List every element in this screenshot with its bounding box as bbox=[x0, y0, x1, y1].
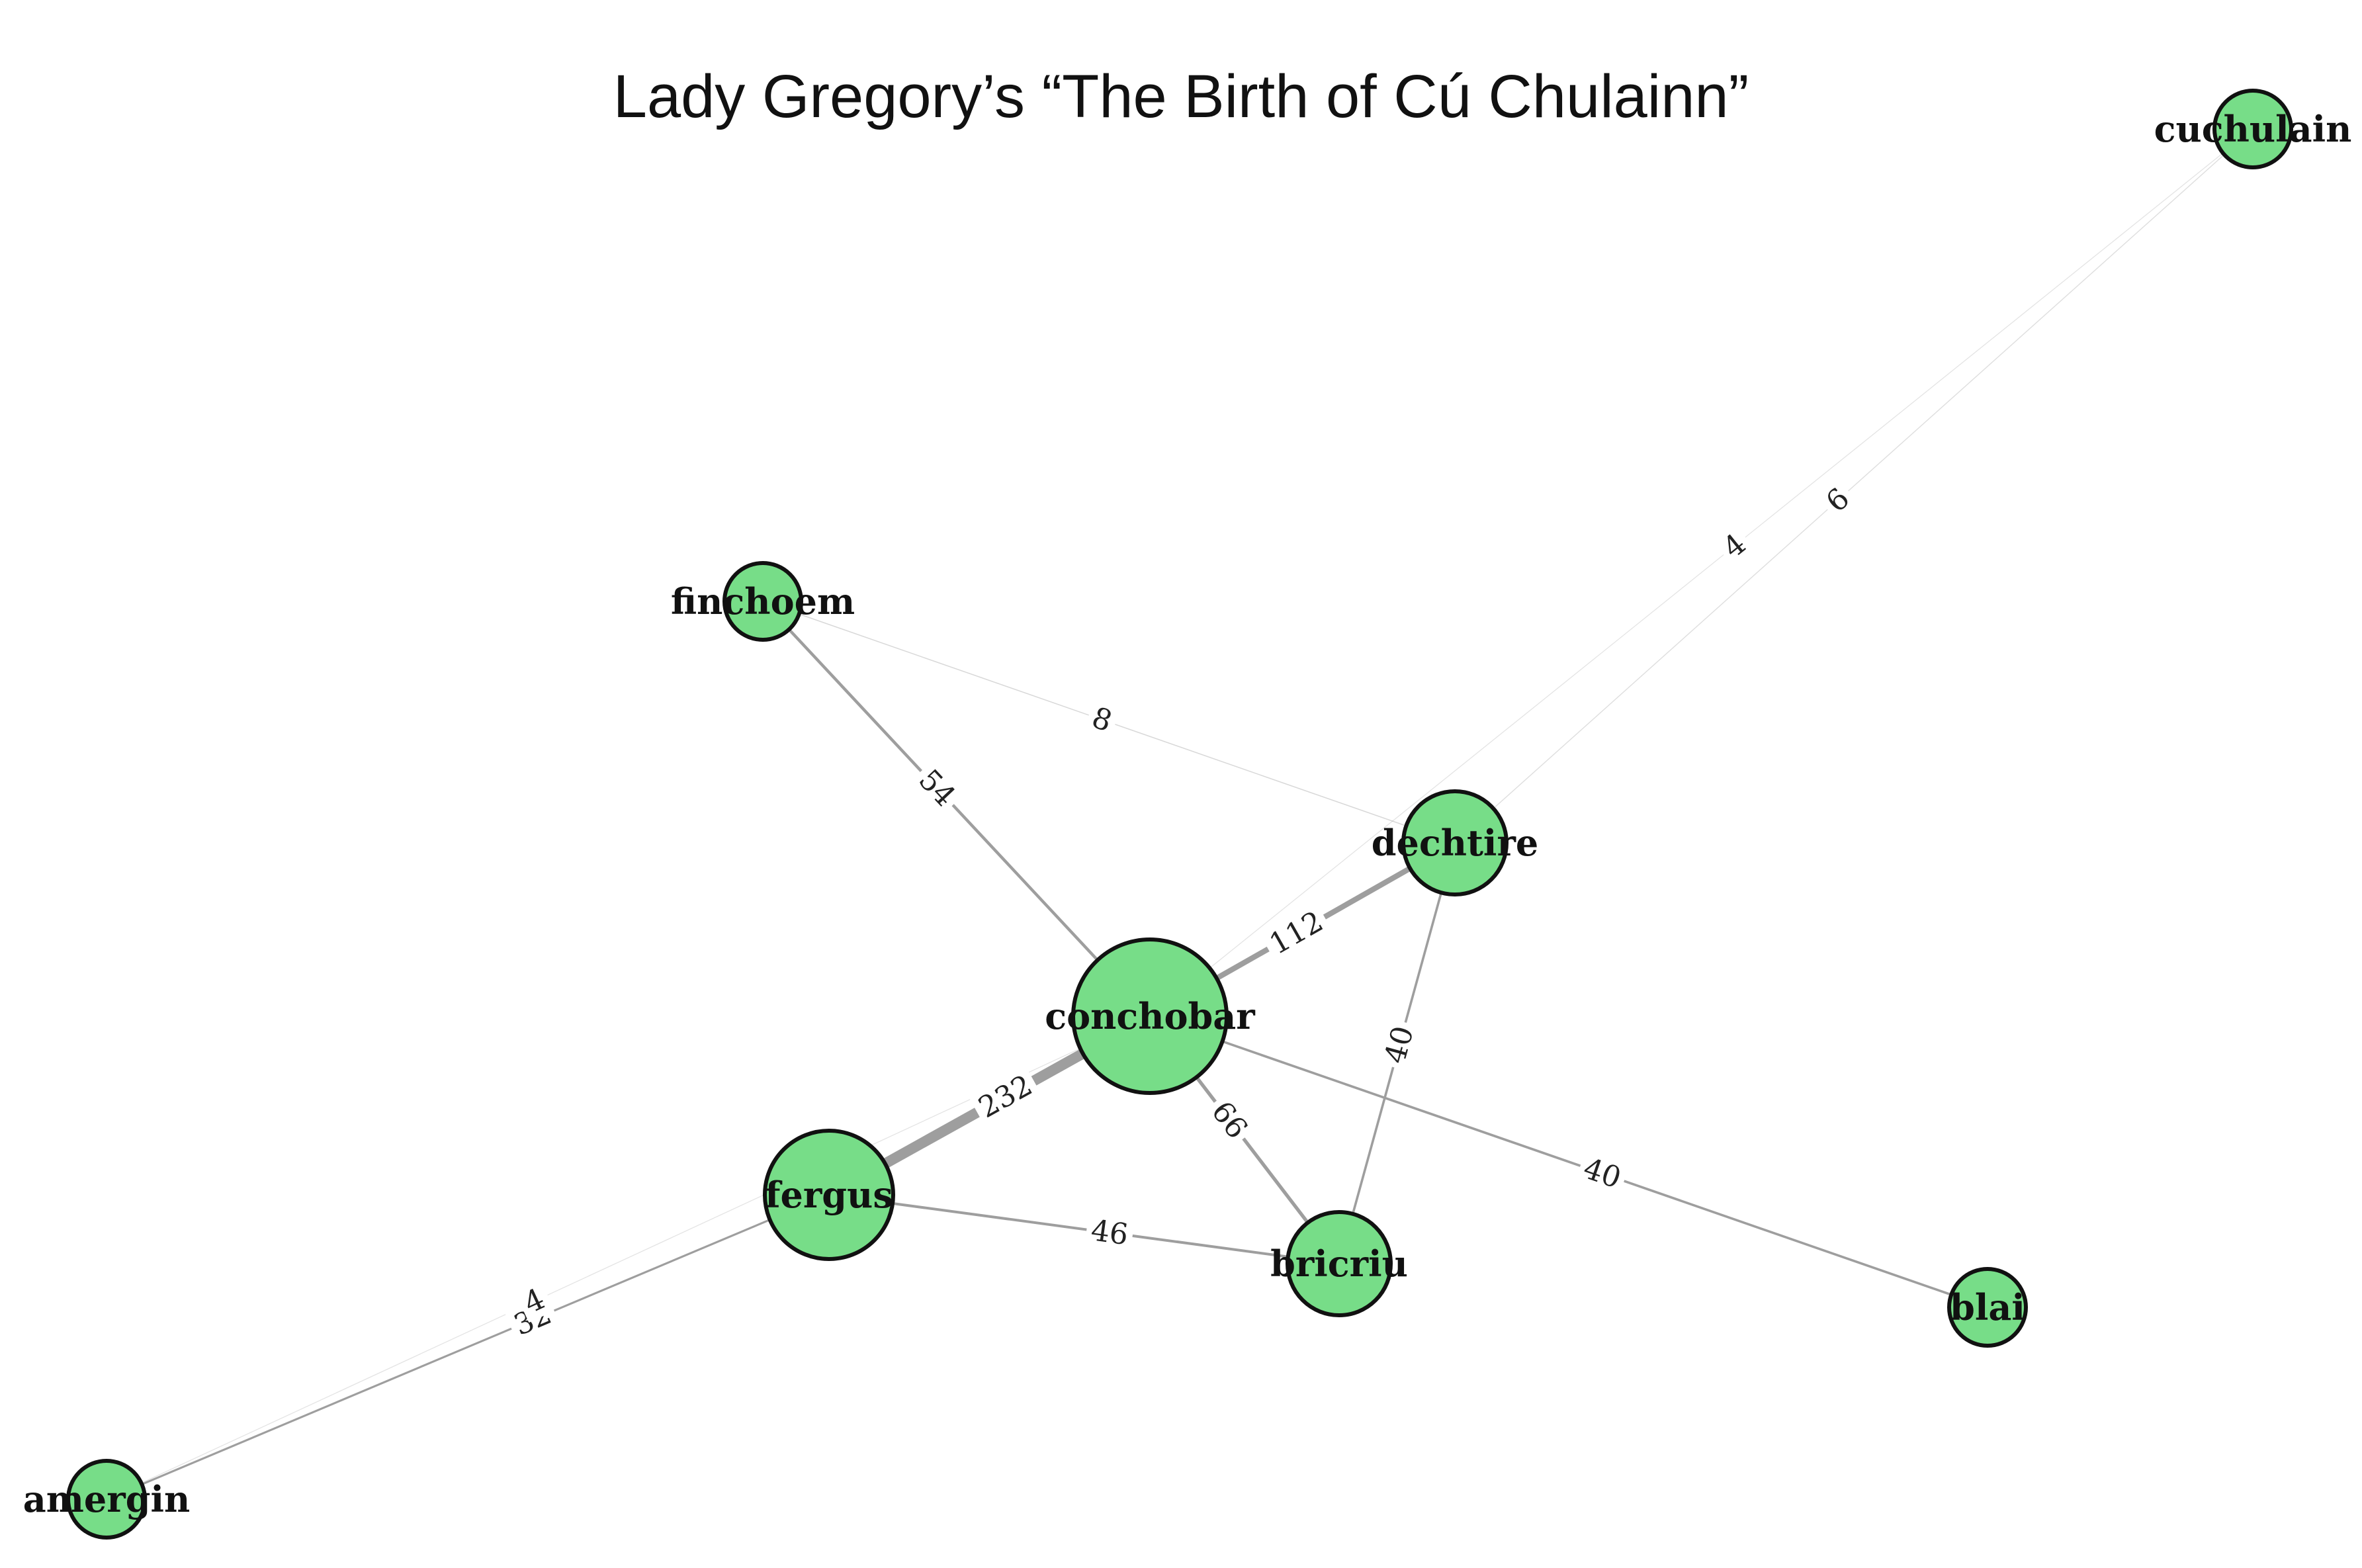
node-circle bbox=[1401, 789, 1509, 896]
edge-conchobar-blai bbox=[1149, 1015, 1988, 1309]
edge-conchobar-finchoem bbox=[762, 600, 1151, 1018]
node-fergus: fergus bbox=[763, 1129, 895, 1261]
node-label: amergin bbox=[23, 1478, 190, 1520]
edge-label-background bbox=[1815, 478, 1860, 523]
edge-label-background bbox=[1712, 523, 1757, 568]
node-bricriu: bricriu bbox=[1270, 1210, 1408, 1317]
node-label: bricriu bbox=[1270, 1242, 1408, 1285]
edge-dechtire-cuchulain bbox=[1454, 128, 2253, 844]
edge-label-conchobar-cuchulain: 4 bbox=[1712, 523, 1757, 568]
edge-label-conchobar-dechtire: 112 bbox=[1259, 902, 1333, 965]
edge-label-background bbox=[1259, 902, 1333, 965]
edge-label-conchobar-fergus: 232 bbox=[969, 1065, 1043, 1128]
node-label: cuchulain bbox=[2154, 108, 2352, 150]
node-blai: blai bbox=[1947, 1267, 2028, 1348]
node-circle bbox=[2212, 89, 2293, 169]
edge-label-background bbox=[969, 1065, 1043, 1128]
node-circle bbox=[1947, 1267, 2028, 1348]
edges-layer bbox=[106, 128, 2253, 1501]
node-label: finchoem bbox=[671, 580, 855, 623]
node-dechtire: dechtire bbox=[1372, 789, 1539, 896]
node-label: fergus bbox=[765, 1174, 893, 1216]
edge-label-background bbox=[1376, 1018, 1422, 1072]
edge-weight-label: 66 bbox=[1205, 1095, 1254, 1145]
node-cuchulain: cuchulain bbox=[2154, 89, 2352, 169]
edge-label-fergus-bricriu: 46 bbox=[1084, 1212, 1135, 1253]
edge-weight-label: 46 bbox=[1089, 1213, 1130, 1252]
node-circle bbox=[763, 1129, 895, 1261]
edge-label-background bbox=[908, 759, 966, 817]
node-conchobar: conchobar bbox=[1045, 937, 1255, 1095]
edge-label-conchobar-blai: 40 bbox=[1575, 1149, 1630, 1198]
node-circle bbox=[66, 1459, 147, 1540]
node-circle bbox=[722, 561, 803, 642]
node-label: dechtire bbox=[1372, 822, 1539, 864]
nodes-layer: conchobar fergus dechtire bricriu finchoem cu… bbox=[23, 89, 2352, 1540]
node-circle bbox=[1286, 1210, 1393, 1317]
edge-label-finchoem-dechtire: 8 bbox=[1083, 699, 1121, 741]
node-label: conchobar bbox=[1045, 995, 1255, 1037]
edge-label-background bbox=[514, 1280, 554, 1323]
edge-label-background bbox=[1083, 699, 1121, 741]
edge-label-dechtire-cuchulain: 6 bbox=[1815, 478, 1860, 523]
edge-label-background bbox=[1084, 1212, 1135, 1253]
edge-label-background bbox=[1202, 1091, 1258, 1149]
edge-conchobar-cuchulain bbox=[1149, 128, 2253, 1017]
edge-label-conchobar-bricriu: 66 bbox=[1202, 1091, 1258, 1149]
edge-fergus-amergin bbox=[106, 1194, 830, 1501]
node-label: blai bbox=[1950, 1286, 2025, 1328]
node-amergin: amergin bbox=[23, 1459, 190, 1540]
edge-fergus-bricriu bbox=[828, 1194, 1340, 1265]
node-circle bbox=[1071, 937, 1229, 1095]
node-finchoem: finchoem bbox=[671, 561, 855, 642]
edge-label-background bbox=[1575, 1149, 1630, 1198]
graph-title: Lady Gregory’s “The Birth of Cú Chulainn… bbox=[613, 63, 1749, 130]
edge-label-dechtire-bricriu: 40 bbox=[1376, 1018, 1422, 1072]
